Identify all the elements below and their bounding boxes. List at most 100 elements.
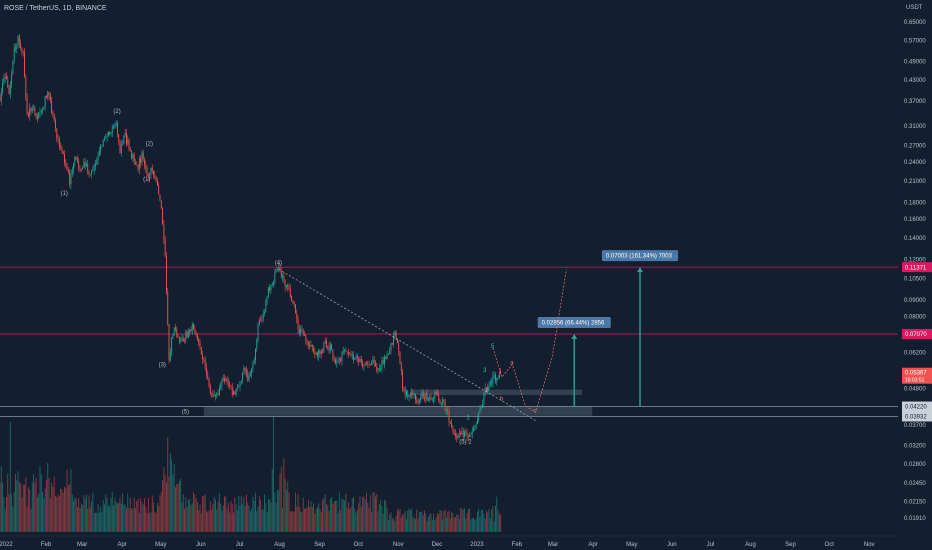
volume-bar xyxy=(2,482,4,532)
volume-bar xyxy=(261,509,263,532)
candle-body xyxy=(128,139,130,150)
candle-body xyxy=(385,356,387,360)
volume-layer xyxy=(0,417,502,532)
candle-body xyxy=(444,401,446,411)
candle-body xyxy=(479,408,481,413)
candle-body xyxy=(345,350,347,352)
candle-body xyxy=(92,170,94,171)
candle-body xyxy=(424,397,425,400)
volume-bar xyxy=(409,510,411,532)
candle-body xyxy=(443,399,445,402)
y-tick-label: 0.08000 xyxy=(904,315,926,321)
y-tick-label: 0.57000 xyxy=(904,38,926,44)
volume-bar xyxy=(230,501,232,532)
candle-body xyxy=(278,267,280,269)
x-tick-label: Aug xyxy=(745,542,756,548)
volume-bar xyxy=(362,496,364,532)
wave-point: 5 xyxy=(491,344,495,350)
candle-body xyxy=(421,392,423,398)
candle-body xyxy=(478,412,480,420)
candle-body xyxy=(38,112,40,119)
volume-bar xyxy=(52,487,54,532)
candle-body xyxy=(160,200,162,209)
candle-body xyxy=(98,151,100,155)
volume-bar xyxy=(265,503,267,532)
level-layer: 0.11371 0.07070 0.04220 0.03932 0.0536716:03… xyxy=(0,262,932,422)
candle-body xyxy=(489,382,491,385)
volume-bar xyxy=(194,494,196,532)
volume-bar xyxy=(366,492,367,532)
candle-body xyxy=(116,122,118,135)
candle-body xyxy=(276,268,278,270)
volume-bar xyxy=(389,514,391,532)
candle-body xyxy=(319,350,321,354)
volume-bar xyxy=(406,519,407,532)
volume-bar xyxy=(356,509,358,532)
volume-bar xyxy=(318,503,320,532)
volume-bar xyxy=(404,511,406,532)
candle-body xyxy=(168,323,170,361)
candle-body xyxy=(420,397,422,400)
volume-bar xyxy=(474,520,476,532)
candle-body xyxy=(380,369,382,370)
candle-body xyxy=(52,112,54,115)
volume-bar xyxy=(395,515,397,532)
candle-body xyxy=(452,426,454,432)
volume-bar xyxy=(347,502,349,532)
candle-body xyxy=(64,154,65,163)
candle-body xyxy=(253,360,255,364)
volume-bar xyxy=(381,505,383,532)
volume-bar xyxy=(300,511,302,532)
volume-bar xyxy=(30,508,32,532)
candle-body xyxy=(204,359,206,368)
volume-bar xyxy=(246,494,247,532)
candle-body xyxy=(429,396,431,399)
candle-body xyxy=(329,344,331,351)
candle-body xyxy=(34,108,36,114)
candle-body xyxy=(384,356,385,365)
volume-bar xyxy=(360,506,362,532)
candle-body xyxy=(154,174,156,178)
volume-bar xyxy=(427,516,429,532)
candle-body xyxy=(178,337,180,342)
candle-body xyxy=(495,374,496,382)
volume-bar xyxy=(18,481,20,532)
volume-bar xyxy=(240,496,242,532)
volume-bar xyxy=(76,506,78,532)
volume-bar xyxy=(132,508,134,532)
volume-bar xyxy=(44,488,46,532)
candle-body xyxy=(466,432,468,437)
volume-bar xyxy=(199,504,201,532)
candle-body xyxy=(238,386,240,388)
candle-body xyxy=(246,370,247,374)
candle-body xyxy=(331,344,333,350)
candle-body xyxy=(239,381,241,387)
volume-bar xyxy=(15,473,16,532)
resistance-zone xyxy=(410,389,582,396)
candle-body xyxy=(251,368,253,374)
candle-body xyxy=(366,363,367,364)
candle-body xyxy=(324,340,326,344)
candle-body xyxy=(88,172,90,175)
candle-body xyxy=(49,95,51,101)
volume-bar xyxy=(258,496,260,532)
candle-body xyxy=(475,424,477,429)
volume-bar xyxy=(234,497,236,532)
volume-bar xyxy=(455,516,456,532)
volume-bar xyxy=(218,493,220,532)
candle-body xyxy=(119,140,121,153)
volume-bar xyxy=(324,494,326,532)
candle-body xyxy=(131,151,133,159)
candle-body xyxy=(471,431,473,434)
volume-bar xyxy=(191,503,193,532)
candle-body xyxy=(362,362,364,367)
current-price-label: 0.05367 xyxy=(905,371,927,377)
measure-box xyxy=(601,250,679,262)
chart-title: ROSE / TetherUS, 1D, BINANCE xyxy=(4,5,107,12)
candle-body xyxy=(486,387,487,393)
candle-body xyxy=(273,282,274,284)
volume-bar xyxy=(212,504,214,532)
volume-bar xyxy=(466,512,468,532)
